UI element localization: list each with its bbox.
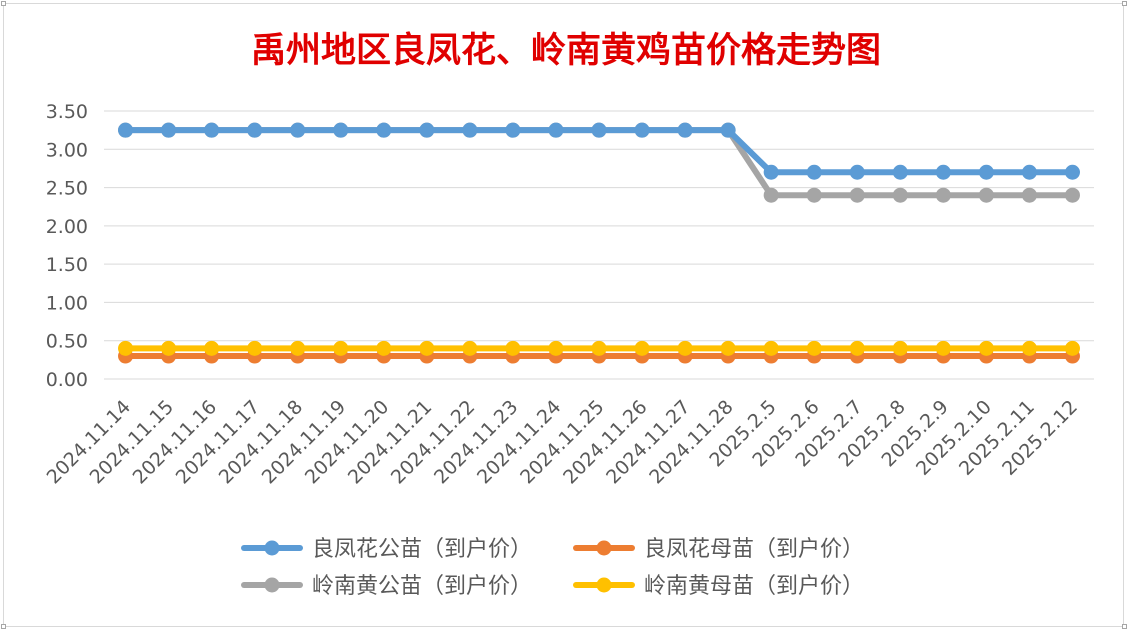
data-point [978, 164, 994, 180]
y-tick-label: 2.00 [46, 216, 88, 238]
legend-swatch-marker [596, 577, 612, 593]
data-point [591, 340, 607, 356]
data-point [462, 340, 478, 356]
data-point [849, 164, 865, 180]
y-tick-label: 3.00 [46, 139, 88, 161]
data-point [419, 122, 435, 138]
data-point [763, 340, 779, 356]
y-tick-label: 2.50 [46, 178, 88, 200]
data-point [892, 187, 908, 203]
resize-handle-top-left[interactable] [1, 1, 6, 6]
data-point [462, 122, 478, 138]
chart-title: 禹州地区良凤花、岭南黄鸡苗价格走势图 [251, 31, 881, 71]
data-point [161, 340, 177, 356]
data-point [419, 340, 435, 356]
legend-item: 良凤花公苗（到户价） [241, 537, 532, 562]
legend-label: 良凤花公苗（到户价） [312, 537, 532, 562]
y-tick-label: 0.50 [46, 331, 88, 353]
resize-handle-top-right[interactable] [1122, 1, 1127, 6]
legend-label: 岭南黄母苗（到户价） [644, 574, 864, 599]
y-tick-label: 1.50 [46, 254, 88, 276]
resize-handle-bottom-left[interactable] [1, 624, 6, 629]
data-point [376, 340, 392, 356]
data-point [1064, 340, 1080, 356]
series-line [122, 127, 1076, 199]
legend-label: 良凤花母苗（到户价） [644, 537, 864, 562]
data-point [677, 122, 693, 138]
legend: 良凤花公苗（到户价） 良凤花母苗（到户价） 岭南黄公苗（到户价） 岭南黄母苗（到户价） [241, 537, 864, 599]
data-point [1021, 187, 1037, 203]
data-point [376, 122, 392, 138]
data-point [1064, 164, 1080, 180]
resize-handle-bottom-right[interactable] [1122, 624, 1127, 629]
y-axis-ticks: 0.00 0.50 1.00 1.50 2.00 2.50 3.00 3.50 [46, 101, 88, 391]
series-0 [118, 122, 1080, 180]
data-point [548, 122, 564, 138]
gridlines [104, 110, 1094, 380]
x-axis-ticks: 2024.11.142024.11.152024.11.162024.11.17… [43, 396, 1082, 488]
data-point [290, 340, 306, 356]
data-point [806, 187, 822, 203]
data-point [935, 164, 951, 180]
data-point [204, 122, 220, 138]
legend-swatch-marker [264, 577, 280, 593]
data-point [333, 122, 349, 138]
data-point [118, 122, 134, 138]
data-point [204, 340, 220, 356]
legend-item: 良凤花母苗（到户价） [573, 537, 864, 562]
series-3 [118, 340, 1080, 356]
data-point [1021, 340, 1037, 356]
data-point [505, 340, 521, 356]
legend-swatch-marker [264, 540, 280, 556]
chart-frame[interactable] [3, 3, 1124, 627]
data-point [806, 164, 822, 180]
legend-item: 岭南黄公苗（到户价） [241, 574, 532, 599]
data-point [247, 122, 263, 138]
y-tick-label: 1.00 [46, 292, 88, 314]
data-point [505, 122, 521, 138]
data-point [849, 187, 865, 203]
data-point [763, 187, 779, 203]
data-point [763, 164, 779, 180]
legend-label: 岭南黄公苗（到户价） [312, 574, 532, 599]
data-point [1021, 164, 1037, 180]
data-point [118, 340, 134, 356]
data-point [634, 122, 650, 138]
data-point [978, 187, 994, 203]
data-point [333, 340, 349, 356]
data-point [548, 340, 564, 356]
data-point [720, 122, 736, 138]
legend-swatch-marker [596, 540, 612, 556]
y-tick-label: 3.50 [46, 101, 88, 123]
series-lines [118, 122, 1080, 364]
data-point [290, 122, 306, 138]
data-point [806, 340, 822, 356]
data-point [978, 340, 994, 356]
data-point [247, 340, 263, 356]
data-point [677, 340, 693, 356]
data-point [634, 340, 650, 356]
data-point [935, 187, 951, 203]
data-point [849, 340, 865, 356]
legend-item: 岭南黄母苗（到户价） [573, 574, 864, 599]
y-tick-label: 0.00 [46, 369, 88, 391]
data-point [591, 122, 607, 138]
data-point [1064, 187, 1080, 203]
data-point [935, 340, 951, 356]
data-point [892, 164, 908, 180]
data-point [161, 122, 177, 138]
data-point [720, 340, 736, 356]
data-point [892, 340, 908, 356]
